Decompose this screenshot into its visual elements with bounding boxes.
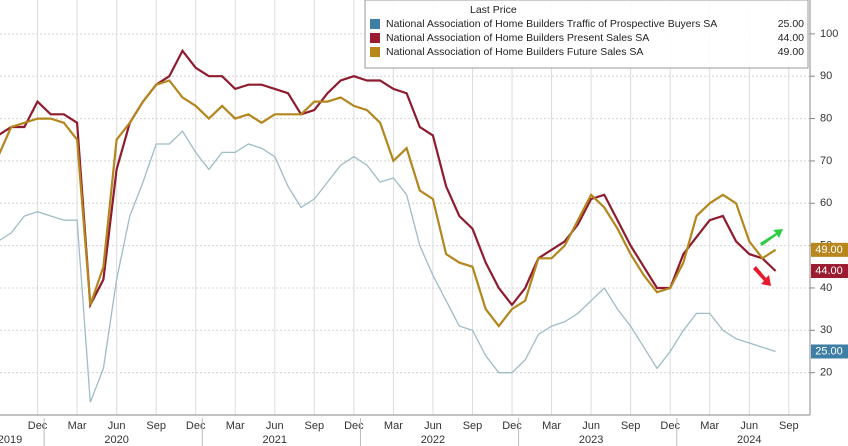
year-label: 2021 — [263, 434, 287, 446]
y-tick-label: 60 — [820, 197, 832, 209]
x-tick-label: Sep — [621, 420, 641, 432]
legend-title: Last Price — [470, 4, 517, 16]
year-label: 2020 — [104, 434, 128, 446]
plot-area — [0, 48, 777, 403]
grid — [0, 0, 810, 415]
x-tick-label: Sep — [305, 420, 325, 432]
x-tick-label: Jun — [108, 420, 126, 432]
x-tick-label: Mar — [700, 420, 719, 432]
last-value-label: 25.00 — [815, 345, 843, 357]
legend-label: National Association of Home Builders Tr… — [386, 18, 717, 30]
legend-label: National Association of Home Builders Fu… — [386, 46, 643, 58]
legend: Last Price National Association of Home … — [364, 0, 809, 69]
x-tick-label: Sep — [463, 420, 483, 432]
x-tick-label: Mar — [384, 420, 403, 432]
x-tick-label: Jun — [582, 420, 600, 432]
x-tick-label: Dec — [502, 420, 522, 432]
x-tick-label: Mar — [226, 420, 245, 432]
legend-value: 25.00 — [778, 18, 804, 30]
legend-box — [364, 0, 809, 69]
x-tick-label: Jun — [424, 420, 442, 432]
x-tick-label: Sep — [779, 420, 799, 432]
x-tick-label: Dec — [344, 420, 364, 432]
last-value-box — [811, 264, 848, 279]
year-label: 2023 — [579, 434, 603, 446]
y-tick-label: 20 — [820, 367, 832, 379]
legend-swatch — [370, 47, 380, 57]
series-line — [0, 79, 777, 328]
legend-swatch — [370, 19, 380, 29]
y-tick-label: 80 — [820, 112, 832, 124]
series-line — [0, 130, 776, 403]
last-value-box — [811, 242, 848, 257]
year-label: 2019 — [0, 434, 22, 446]
x-tick-label: Jun — [266, 420, 284, 432]
last-value-label: 44.00 — [815, 265, 843, 277]
x-tick-label: Dec — [186, 420, 206, 432]
x-tick-label: Sep — [146, 420, 166, 432]
x-tick-label: Dec — [660, 420, 680, 432]
y-tick-label: 30 — [820, 324, 832, 336]
x-tick-label: Mar — [542, 420, 561, 432]
y-tick-label: 90 — [820, 70, 832, 82]
legend-value: 49.00 — [778, 46, 804, 58]
down-arrow — [753, 266, 771, 286]
legend-swatch — [370, 33, 380, 43]
y-tick-label: 70 — [820, 155, 832, 167]
year-label: 2024 — [737, 434, 761, 446]
legend-value: 44.00 — [778, 32, 804, 44]
x-tick-label: Mar — [68, 420, 87, 432]
y-tick-label: 100 — [820, 28, 838, 40]
up-arrow — [760, 229, 783, 246]
x-tick-label: Dec — [28, 420, 48, 432]
axis-labels: 2030405060708090100DecMarJunSepDecMarJun… — [0, 28, 838, 446]
year-label: 2022 — [421, 434, 445, 446]
x-tick-label: Jun — [740, 420, 758, 432]
last-value-boxes: 25.00 44.00 49.00 — [811, 242, 848, 359]
last-value-label: 49.00 — [815, 244, 843, 256]
last-value-box — [811, 344, 848, 359]
legend-label: National Association of Home Builders Pr… — [386, 32, 649, 44]
y-tick-label: 40 — [820, 282, 832, 294]
series-line — [0, 48, 777, 309]
